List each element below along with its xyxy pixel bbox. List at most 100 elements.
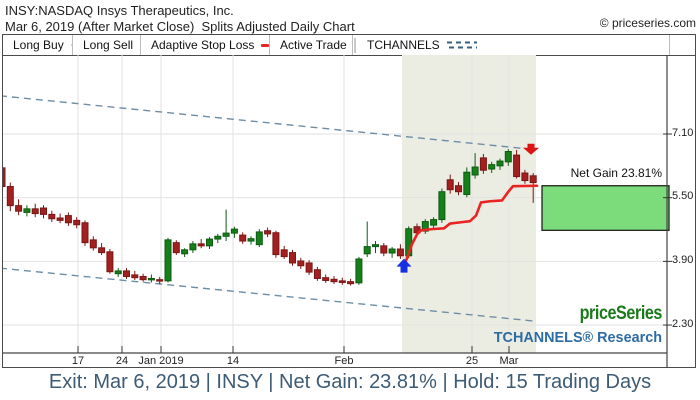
legend-label-long-buy: Long Buy <box>13 38 64 52</box>
legend-label-tchannels: TCHANNELS <box>367 38 440 52</box>
candle-up <box>355 258 363 284</box>
candle-up <box>222 232 230 237</box>
candle-up <box>488 164 496 170</box>
candle-down <box>73 219 81 226</box>
candle-down <box>156 279 164 282</box>
candle-down <box>513 154 521 178</box>
adaptive-stop-loss-line <box>402 184 539 268</box>
candle-down <box>529 175 537 184</box>
candle-down <box>322 277 330 281</box>
candle-up <box>363 246 371 255</box>
chart-subtitle: Mar 6, 2019 (After Market Close) Splits … <box>5 19 355 34</box>
plot-area <box>0 55 695 368</box>
candle-down <box>446 179 454 191</box>
candle-down <box>289 252 296 264</box>
candle-up <box>471 166 479 176</box>
candle-down <box>15 205 23 212</box>
candle-up <box>255 231 263 246</box>
candle-down <box>172 242 180 254</box>
candle-down <box>330 278 338 283</box>
candle-down <box>338 280 346 283</box>
long-buy-arrow-icon <box>70 44 72 46</box>
long-buy-arrow <box>396 258 412 273</box>
candle-up <box>214 235 222 240</box>
trade-summary-caption: Exit: Mar 6, 2019 | INSY | Net Gain: 23.… <box>48 371 652 393</box>
candle-down <box>40 207 47 215</box>
candle-down <box>347 281 355 285</box>
candle-down <box>280 249 288 258</box>
legend-label-long-sell: Long Sell <box>83 38 134 52</box>
candle-down <box>0 167 6 188</box>
candle-up <box>372 244 379 248</box>
legend-bar: Long Buy Long Sell Adaptive Stop Loss Ac… <box>3 35 695 56</box>
priceseries-logo: priceSeries <box>579 303 663 324</box>
candle-up <box>181 249 189 255</box>
y-tick-label-3-90: 3.90 <box>672 254 694 266</box>
y-tick-label-7-10: 7.10 <box>672 127 694 139</box>
x-tick-label-jan14: 14 <box>226 355 240 367</box>
candle-down <box>48 213 56 220</box>
candle-up <box>438 191 446 221</box>
candle-up <box>247 238 255 242</box>
candle-down <box>305 262 313 273</box>
active-trade-region <box>402 55 536 353</box>
candle-up <box>463 171 471 195</box>
chart-box: Long Buy Long Sell Adaptive Stop Loss Ac… <box>0 34 696 368</box>
candle-up <box>189 243 197 251</box>
legend-item-long-sell: Long Sell <box>73 35 141 55</box>
candle-up <box>114 270 122 275</box>
candle-up <box>164 239 172 282</box>
stop-loss-line-icon <box>261 43 269 47</box>
candle-up <box>430 219 438 226</box>
legend-item-active-trade: Active Trade <box>270 35 356 55</box>
legend-item-tchannels: TCHANNELS <box>353 35 670 55</box>
legend-label-active-trade: Active Trade <box>280 38 347 52</box>
candle-down <box>56 217 64 221</box>
x-tick-label-dec24: 24 <box>115 355 129 367</box>
candle-down <box>239 234 247 242</box>
x-tick-label-mar: Mar <box>499 355 519 367</box>
candle-up <box>23 208 31 213</box>
tchannels-research-label: TCHANNELS® Research <box>493 329 662 346</box>
x-tick-label-feb: Feb <box>334 355 354 367</box>
candle-up <box>388 248 396 254</box>
legend-label-adaptive-stop-loss: Adaptive Stop Loss <box>151 38 255 52</box>
candle-down <box>521 172 529 182</box>
candle-down <box>131 274 139 279</box>
legend-spacer <box>670 35 695 55</box>
tchannel-upper-line <box>0 95 535 151</box>
legend-item-long-buy: Long Buy <box>3 35 73 55</box>
candle-down <box>380 245 388 254</box>
candle-down <box>479 157 487 171</box>
candle-down <box>98 247 106 254</box>
x-tick-label-feb25: 25 <box>465 355 479 367</box>
x-tick-label-dec17: 17 <box>71 355 85 367</box>
candle-down <box>123 270 130 277</box>
candle-down <box>139 275 147 281</box>
candle-down <box>89 239 97 249</box>
tchannel-lower-line <box>0 267 535 322</box>
candle-down <box>396 248 404 257</box>
net-gain-box <box>541 185 670 231</box>
candle-up <box>496 160 504 167</box>
y-tick-label-2-30: 2.30 <box>672 318 694 330</box>
chart-title: INSY:NASDAQ Insys Therapeutics, Inc. <box>5 3 234 18</box>
candle-down <box>297 260 305 267</box>
candle-up <box>504 151 512 163</box>
legend-item-adaptive-stop-loss: Adaptive Stop Loss <box>141 35 270 55</box>
candle-down <box>81 222 89 244</box>
candle-down <box>64 215 72 224</box>
candle-down <box>197 243 205 247</box>
candle-down <box>313 269 321 279</box>
candle-down <box>272 232 280 256</box>
long-sell-arrow <box>523 143 539 155</box>
active-trade-swatch-icon <box>353 37 356 53</box>
candlestick-plot <box>0 55 672 368</box>
candle-down <box>106 251 114 273</box>
candle-up <box>230 228 238 234</box>
y-tick-label-5-50: 5.50 <box>672 190 694 202</box>
candle-up <box>147 277 155 281</box>
tchannels-dashes-icon <box>446 41 477 49</box>
candle-down <box>455 185 462 193</box>
